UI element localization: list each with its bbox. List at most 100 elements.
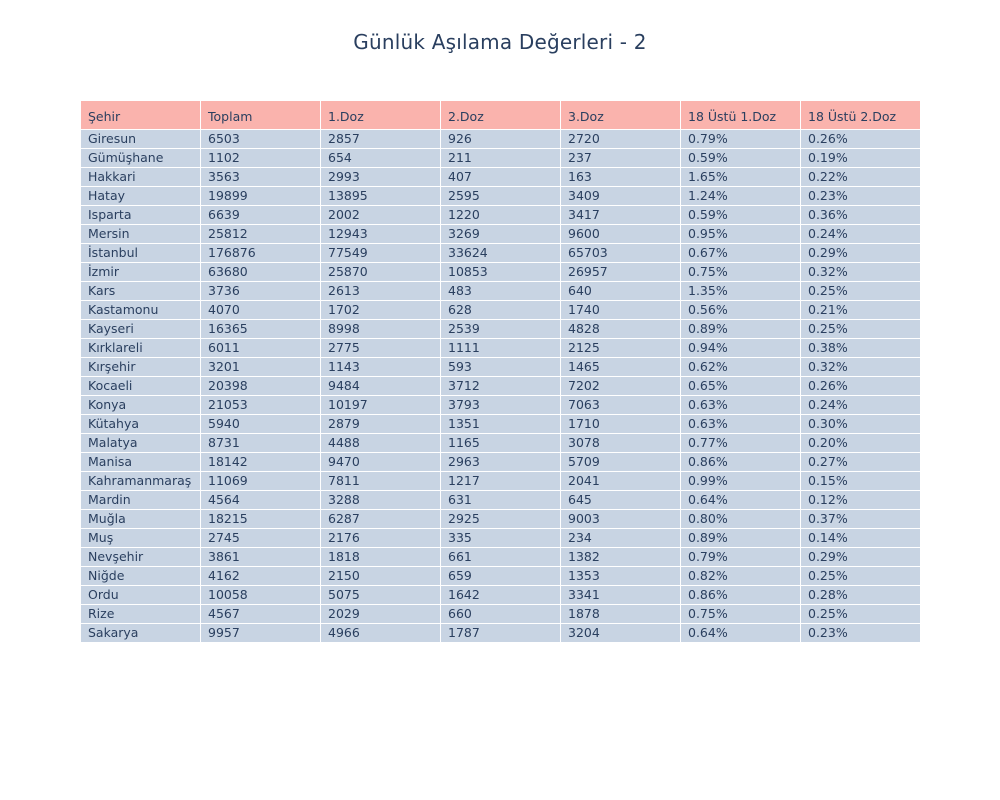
table-cell-adult-dose-1: 0.56% [680,300,801,320]
table-cell-adult-dose-2: 0.26% [800,129,921,149]
table-cell-total: 10058 [200,585,321,605]
table-cell-city: Muş [80,528,201,548]
table-cell-city: Kırklareli [80,338,201,358]
table-cell-total: 9957 [200,623,321,643]
table-body: Giresun 6503 2857 926 2720 0.79% 0.26% Gümüşhan… [80,129,921,643]
table-cell-dose-1: 1702 [320,300,441,320]
table-cell-dose-2: 211 [440,148,561,168]
table-cell-dose-3: 3204 [560,623,681,643]
table-cell-adult-dose-2: 0.37% [800,509,921,529]
table-row: Gümüşhane 1102 654 211 237 0.59% 0.19% [80,148,921,168]
table-cell-total: 3563 [200,167,321,187]
table-cell-dose-1: 9470 [320,452,441,472]
table-cell-dose-1: 1143 [320,357,441,377]
table-cell-city: İzmir [80,262,201,282]
table-cell-city: Ordu [80,585,201,605]
table-cell-adult-dose-2: 0.28% [800,585,921,605]
table-cell-city: Kahramanmaraş [80,471,201,491]
table-cell-total: 18215 [200,509,321,529]
table-cell-adult-dose-2: 0.20% [800,433,921,453]
table-cell-adult-dose-2: 0.24% [800,224,921,244]
table-cell-adult-dose-2: 0.19% [800,148,921,168]
table-cell-adult-dose-1: 1.35% [680,281,801,301]
table-cell-adult-dose-1: 0.86% [680,585,801,605]
table-cell-dose-3: 237 [560,148,681,168]
table-cell-total: 4162 [200,566,321,586]
table-cell-adult-dose-1: 0.77% [680,433,801,453]
table-cell-adult-dose-1: 0.89% [680,528,801,548]
table-cell-adult-dose-2: 0.24% [800,395,921,415]
table-row: Kocaeli 20398 9484 3712 7202 0.65% 0.26% [80,376,921,396]
table-cell-adult-dose-1: 0.79% [680,547,801,567]
table-cell-total: 1102 [200,148,321,168]
table-cell-dose-3: 1710 [560,414,681,434]
header-cell-dose-3: 3.Doz [560,100,681,130]
table-cell-dose-2: 593 [440,357,561,377]
table-cell-total: 6639 [200,205,321,225]
header-cell-dose-2: 2.Doz [440,100,561,130]
table-cell-dose-1: 13895 [320,186,441,206]
table-cell-adult-dose-2: 0.15% [800,471,921,491]
table-cell-dose-3: 3409 [560,186,681,206]
table-cell-adult-dose-1: 0.95% [680,224,801,244]
table-cell-city: Rize [80,604,201,624]
table-cell-total: 2745 [200,528,321,548]
table-cell-city: Sakarya [80,623,201,643]
table-cell-adult-dose-2: 0.29% [800,547,921,567]
table-cell-dose-3: 9600 [560,224,681,244]
table-cell-adult-dose-1: 0.65% [680,376,801,396]
header-cell-adult-dose-2: 18 Üstü 2.Doz [800,100,921,130]
table-row: Ordu 10058 5075 1642 3341 0.86% 0.28% [80,585,921,605]
table-cell-total: 6011 [200,338,321,358]
table-row: Kırşehir 3201 1143 593 1465 0.62% 0.32% [80,357,921,377]
table-cell-total: 16365 [200,319,321,339]
table-cell-dose-3: 9003 [560,509,681,529]
table-cell-total: 20398 [200,376,321,396]
table-cell-adult-dose-1: 0.63% [680,395,801,415]
table-cell-dose-3: 4828 [560,319,681,339]
table-cell-dose-3: 7063 [560,395,681,415]
table-cell-dose-1: 8998 [320,319,441,339]
table-cell-city: Mardin [80,490,201,510]
table-cell-total: 5940 [200,414,321,434]
table-cell-city: Kırşehir [80,357,201,377]
table-cell-dose-2: 1351 [440,414,561,434]
table-cell-dose-3: 3078 [560,433,681,453]
table-cell-dose-3: 645 [560,490,681,510]
table-cell-city: Kars [80,281,201,301]
table-cell-adult-dose-2: 0.29% [800,243,921,263]
table-cell-adult-dose-2: 0.25% [800,604,921,624]
table-cell-total: 25812 [200,224,321,244]
table-cell-adult-dose-1: 1.24% [680,186,801,206]
table-cell-adult-dose-1: 0.99% [680,471,801,491]
table-cell-adult-dose-1: 0.89% [680,319,801,339]
table-header-row: Şehir Toplam 1.Doz 2.Doz 3.Doz 18 Üstü 1… [80,100,921,130]
table-cell-dose-3: 234 [560,528,681,548]
table-cell-dose-2: 1642 [440,585,561,605]
table-row: Hatay 19899 13895 2595 3409 1.24% 0.23% [80,186,921,206]
table-cell-adult-dose-2: 0.36% [800,205,921,225]
table-cell-dose-2: 2539 [440,319,561,339]
table-cell-adult-dose-2: 0.22% [800,167,921,187]
table-row: İzmir 63680 25870 10853 26957 0.75% 0.32% [80,262,921,282]
table-cell-city: Nevşehir [80,547,201,567]
table-cell-dose-1: 2993 [320,167,441,187]
table-cell-dose-2: 659 [440,566,561,586]
table-cell-dose-1: 2029 [320,604,441,624]
table-cell-dose-3: 163 [560,167,681,187]
table-cell-dose-3: 2041 [560,471,681,491]
table-cell-dose-2: 661 [440,547,561,567]
table-cell-dose-3: 1465 [560,357,681,377]
table-cell-adult-dose-1: 0.94% [680,338,801,358]
header-cell-adult-dose-1: 18 Üstü 1.Doz [680,100,801,130]
table-cell-dose-3: 1878 [560,604,681,624]
table-row: Giresun 6503 2857 926 2720 0.79% 0.26% [80,129,921,149]
table-cell-dose-3: 3341 [560,585,681,605]
table-cell-dose-2: 1165 [440,433,561,453]
table-cell-dose-2: 926 [440,129,561,149]
table-cell-total: 6503 [200,129,321,149]
table-row: Kahramanmaraş 11069 7811 1217 2041 0.99% 0.15% [80,471,921,491]
table-cell-adult-dose-1: 0.79% [680,129,801,149]
table-cell-dose-3: 640 [560,281,681,301]
table-cell-total: 11069 [200,471,321,491]
